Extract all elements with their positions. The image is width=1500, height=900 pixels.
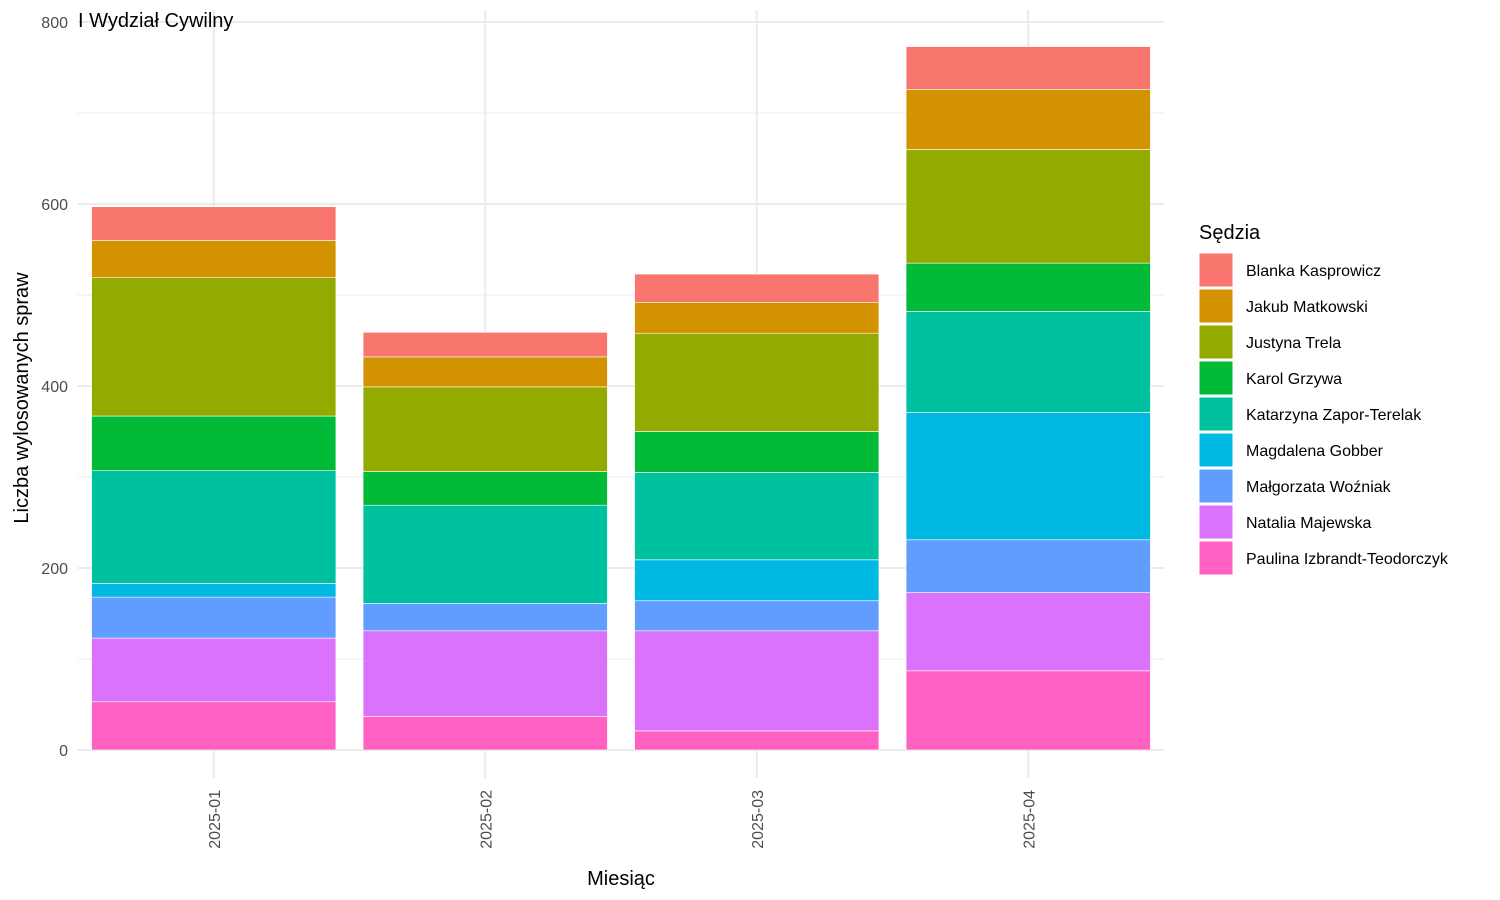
- bar-segment: [91, 470, 337, 584]
- bar-segment: [905, 89, 1151, 150]
- legend-key: [1198, 396, 1234, 432]
- bar-segment: [905, 311, 1151, 413]
- legend-label: Natalia Majewska: [1246, 515, 1371, 532]
- y-tick-label: 400: [41, 379, 68, 396]
- y-axis: 0 200 400 600 800: [41, 15, 68, 760]
- legend-label: Blanka Kasprowicz: [1246, 263, 1381, 280]
- y-tick-label: 800: [41, 15, 68, 32]
- bar-segment: [91, 596, 337, 639]
- legend-key: [1198, 252, 1234, 288]
- bar-segment: [634, 600, 880, 632]
- legend-key: [1198, 468, 1234, 504]
- bar-segment: [91, 637, 337, 703]
- x-axis: 2025-01 2025-02 2025-03 2025-04: [207, 790, 1039, 849]
- y-axis-title: Liczba wylosowanych spraw: [11, 272, 33, 524]
- legend-key: [1198, 540, 1234, 576]
- bar-segment: [91, 701, 337, 751]
- bar-segment: [634, 332, 880, 432]
- legend: Sędzia Blanka Kasprowicz Jakub Matkowski J…: [1198, 222, 1449, 576]
- bar-segment: [905, 412, 1151, 541]
- bar-segment: [362, 332, 608, 358]
- legend-label: Justyna Trela: [1246, 335, 1341, 352]
- bar-segment: [905, 149, 1151, 264]
- legend-key: [1198, 288, 1234, 324]
- bar-segment: [91, 277, 337, 417]
- legend-title: Sędzia: [1199, 222, 1261, 244]
- bar-segment: [634, 559, 880, 602]
- y-tick-label: 200: [41, 561, 68, 578]
- y-tick-label: 600: [41, 197, 68, 214]
- bar-segment: [362, 716, 608, 751]
- legend-key: [1198, 504, 1234, 540]
- x-tick-label: 2025-02: [478, 790, 495, 849]
- bar-segment: [634, 301, 880, 334]
- bar-segment: [362, 630, 608, 717]
- bar-segment: [362, 471, 608, 506]
- bar-segment: [905, 592, 1151, 672]
- legend-label: Małgorzata Woźniak: [1246, 479, 1392, 496]
- legend-label: Paulina Izbrandt-Teodorczyk: [1246, 551, 1449, 568]
- bar-segment: [91, 583, 337, 598]
- bar-segment: [634, 431, 880, 473]
- legend-label: Jakub Matkowski: [1246, 299, 1368, 316]
- bar-segment: [91, 206, 337, 241]
- bar-segment: [634, 730, 880, 751]
- x-tick-label: 2025-01: [207, 790, 224, 849]
- bar-segment: [634, 472, 880, 561]
- bar-segment: [362, 603, 608, 632]
- y-tick-label: 0: [59, 743, 68, 760]
- x-tick-label: 2025-03: [750, 790, 767, 849]
- bar-segment: [634, 630, 880, 732]
- bar-segment: [362, 386, 608, 472]
- x-axis-title: Miesiąc: [587, 868, 655, 890]
- bar-segment: [91, 240, 337, 279]
- legend-key: [1198, 432, 1234, 468]
- bar-segment: [362, 504, 608, 604]
- legend-label: Magdalena Gobber: [1246, 443, 1384, 460]
- x-tick-label: 2025-04: [1021, 790, 1038, 849]
- facet-title: I Wydział Cywilny: [78, 10, 233, 32]
- bars: [91, 46, 1151, 751]
- legend-key: [1198, 360, 1234, 396]
- legend-key: [1198, 324, 1234, 360]
- bar-segment: [362, 356, 608, 388]
- bar-segment: [905, 46, 1151, 90]
- bar-segment: [905, 539, 1151, 593]
- bar-segment: [91, 415, 337, 471]
- bar-segment: [634, 273, 880, 303]
- bar-segment: [905, 262, 1151, 312]
- legend-label: Karol Grzywa: [1246, 371, 1342, 388]
- bar-segment: [905, 670, 1151, 751]
- legend-label: Katarzyna Zapor-Terelak: [1246, 407, 1422, 424]
